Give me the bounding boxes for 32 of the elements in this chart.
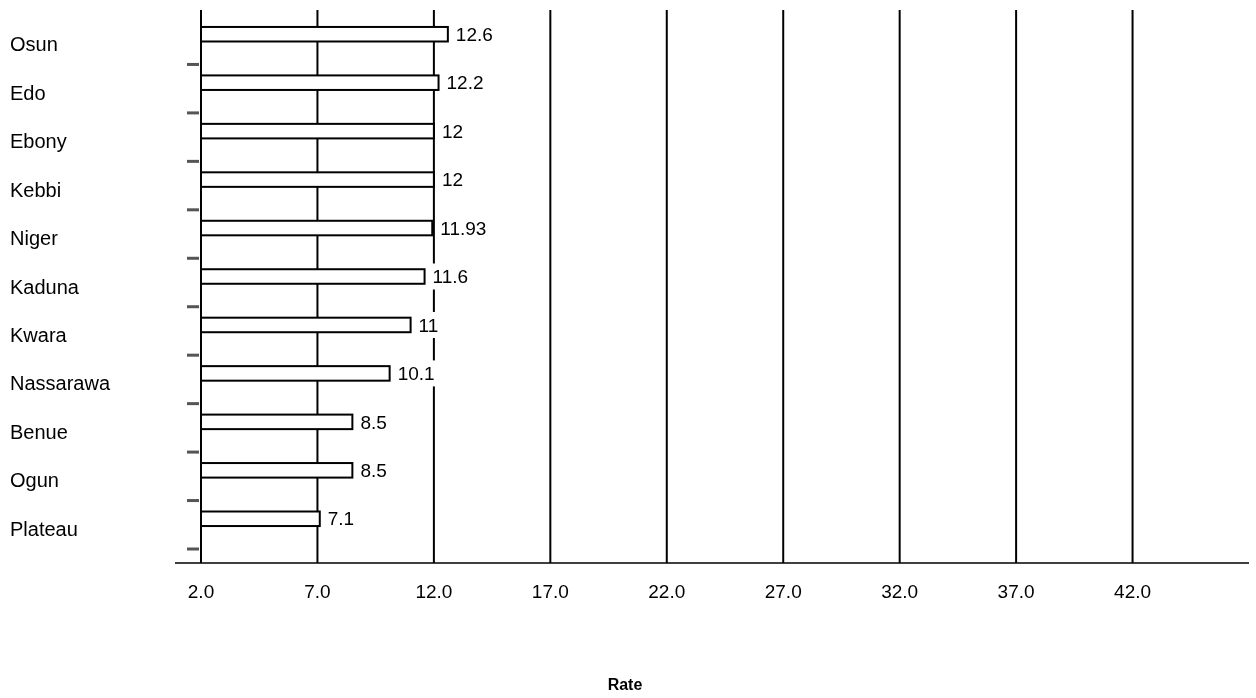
x-tick-label: 7.0 [304,581,331,602]
x-tick-label: 42.0 [1114,581,1152,602]
data-label: 11 [418,314,439,336]
y-tick-label: Kebbi [10,178,62,201]
data-label: 12.2 [446,72,484,94]
y-tick-label: Plateau [10,517,78,540]
data-label: 8.5 [360,411,387,433]
x-tick-label: 37.0 [997,581,1035,602]
x-tick-label: 17.0 [531,581,569,602]
y-tick-label: Edo [10,81,46,104]
data-label: 11.6 [432,266,469,288]
x-tick-label: 12.0 [415,581,453,602]
data-label: 8.5 [360,459,387,481]
x-tick-label: 32.0 [881,581,919,602]
data-label: 11.93 [440,217,487,239]
x-tick-label: 27.0 [764,581,802,602]
y-tick-label: Ogun [10,469,59,492]
y-tick-label: Benue [10,420,68,443]
x-axis-title: Rate [607,676,643,693]
y-tick-label: Kaduna [10,275,80,298]
y-tick-label: Ebony [10,130,67,153]
data-label: 10.1 [397,363,435,385]
data-label: 7.1 [327,508,355,530]
data-label: 12 [441,120,464,142]
y-tick-label: Nassarawa [10,372,111,395]
data-label: 12.6 [455,23,493,45]
x-tick-label: 22.0 [648,581,686,602]
x-tick-label: 2.0 [187,581,215,602]
y-tick-label: Kwara [10,323,68,346]
data-label: 12 [441,169,464,191]
y-tick-label: Niger [10,227,59,250]
y-tick-label: Osun [10,33,58,56]
